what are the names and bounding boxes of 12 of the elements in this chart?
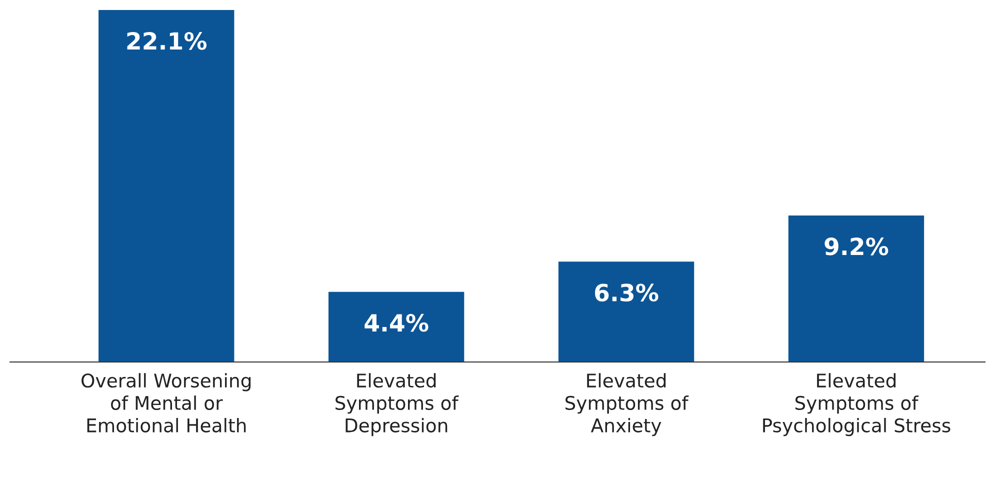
data-label: 4.4% bbox=[364, 314, 428, 332]
bar bbox=[558, 262, 694, 362]
data-label: 22.1% bbox=[127, 32, 207, 50]
x-tick-label: Overall Worsening of Mental or Emotional Health bbox=[82, 373, 251, 432]
x-tick-label: Elevated Symptoms of Anxiety bbox=[565, 373, 689, 436]
x-tick-label: Elevated Symptoms of Depression bbox=[336, 373, 459, 436]
data-label: 6.3% bbox=[594, 284, 658, 302]
bar bbox=[328, 292, 464, 362]
bar bbox=[98, 10, 234, 362]
data-label: 9.2% bbox=[824, 237, 888, 256]
x-tick-label: Elevated Symptoms of Psychological Stress bbox=[763, 373, 950, 436]
bar bbox=[788, 215, 924, 362]
